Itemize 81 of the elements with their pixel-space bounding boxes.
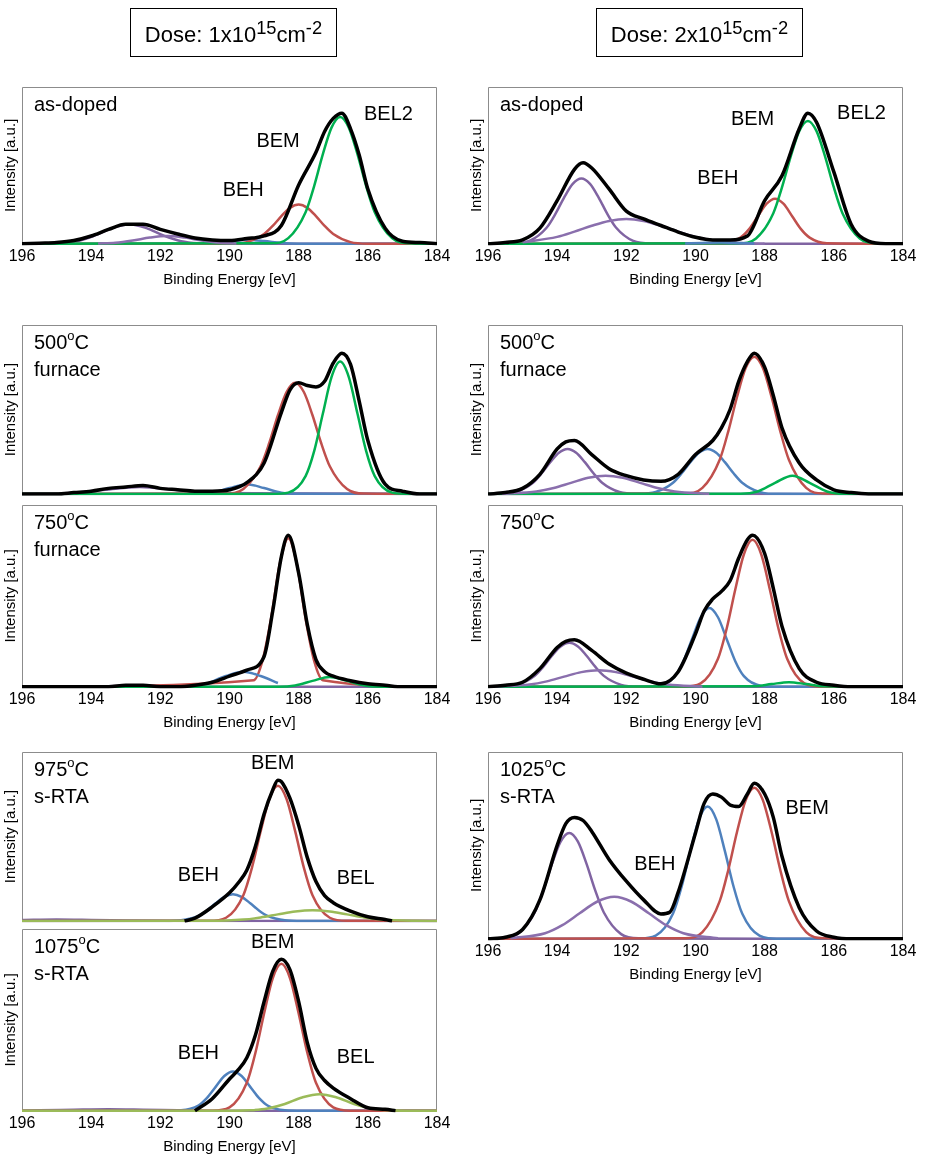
- x-tick-label: 196: [474, 246, 502, 264]
- y-axis-title: Intensity [a.u.]: [467, 798, 485, 893]
- annotation: BEM: [730, 107, 775, 130]
- x-tick-label: 184: [423, 1113, 451, 1131]
- y-axis-title: Intensity [a.u.]: [1, 973, 19, 1067]
- x-tick-label: 186: [354, 689, 382, 707]
- x-tick-label: 188: [751, 689, 779, 707]
- chart-title: Dose: 1x10$^{15}$cm$^{-2}$: [129, 8, 338, 58]
- x-tick-label: 192: [146, 1113, 174, 1131]
- annotation: BEH: [177, 1040, 219, 1063]
- x-tick-label: 194: [77, 246, 105, 264]
- x-tick-label: 184: [889, 246, 917, 264]
- x-tick-label: 186: [820, 246, 848, 264]
- x-tick-label: 194: [543, 941, 571, 959]
- x-tick-label: 196: [8, 246, 36, 264]
- x-tick-label: 188: [751, 941, 779, 959]
- text: BEM: [250, 930, 295, 953]
- y-axis-title: Intensity [a.u.]: [1, 118, 19, 213]
- annotation: as-doped: [34, 92, 118, 115]
- annotation: BEH: [634, 851, 676, 874]
- x-tick-label: 184: [889, 941, 917, 959]
- annotation: BEH: [177, 863, 219, 886]
- x-axis-title: Binding Energy [eV]: [163, 270, 296, 288]
- annotation: furnace: [500, 357, 567, 380]
- annotation: BEH: [697, 165, 739, 188]
- x-tick-label: 190: [216, 689, 243, 707]
- x-axis-title: Binding Energy [eV]: [629, 713, 762, 731]
- x-tick-label: 190: [216, 246, 243, 264]
- x-tick-label: 192: [612, 689, 640, 707]
- x-axis-title: Binding Energy [eV]: [629, 965, 762, 983]
- y-axis-title: Intensity [a.u.]: [467, 362, 485, 457]
- annotation: furnace: [34, 357, 101, 380]
- annotation: s-RTA: [34, 784, 90, 807]
- x-tick-label: 186: [820, 689, 848, 707]
- x-tick-label: 196: [474, 689, 502, 707]
- annotation: BEL: [336, 1045, 375, 1068]
- annotation: as-doped: [500, 92, 584, 115]
- y-axis-title: Intensity [a.u.]: [467, 549, 485, 643]
- chart-title: Dose: 2x10$^{15}$cm$^{-2}$: [595, 8, 804, 58]
- x-axis-title: Binding Energy [eV]: [163, 713, 296, 731]
- x-tick-label: 188: [285, 689, 313, 707]
- x-tick-label: 192: [146, 246, 174, 264]
- x-tick-label: 194: [543, 689, 571, 707]
- annotation: furnace: [34, 537, 101, 560]
- annotation: BEM: [256, 129, 300, 152]
- text: BEM: [250, 750, 295, 773]
- annotation: s-RTA: [34, 961, 90, 984]
- y-axis-title: Intensity [a.u.]: [467, 118, 485, 213]
- x-tick-label: 184: [423, 689, 451, 707]
- x-axis-title: Binding Energy [eV]: [629, 270, 762, 288]
- x-tick-label: 186: [354, 1113, 382, 1131]
- x-tick-label: 194: [543, 246, 571, 264]
- y-axis-title: Intensity [a.u.]: [1, 549, 19, 643]
- annotation: BEH: [222, 177, 264, 200]
- x-tick-label: 192: [612, 246, 640, 264]
- annotation: BEL2: [363, 101, 413, 124]
- annotation: BEL2: [837, 100, 886, 123]
- y-axis-title: Intensity [a.u.]: [1, 789, 19, 884]
- x-tick-label: 186: [354, 246, 382, 264]
- x-tick-label: 188: [751, 246, 779, 264]
- x-tick-label: 190: [682, 689, 709, 707]
- annotation: s-RTA: [500, 784, 556, 807]
- x-tick-label: 188: [285, 246, 313, 264]
- x-tick-label: 192: [146, 689, 174, 707]
- x-tick-label: 186: [820, 941, 848, 959]
- x-tick-label: 190: [682, 246, 709, 264]
- y-axis-title: Intensity [a.u.]: [1, 362, 19, 457]
- annotation: BEM: [785, 795, 829, 818]
- x-tick-label: 194: [77, 1113, 105, 1131]
- x-tick-label: 192: [612, 941, 640, 959]
- x-tick-label: 190: [216, 1113, 243, 1131]
- x-tick-label: 184: [423, 246, 451, 264]
- x-tick-label: 184: [889, 689, 917, 707]
- x-tick-label: 188: [285, 1113, 313, 1131]
- x-tick-label: 196: [474, 941, 502, 959]
- x-tick-label: 194: [77, 689, 105, 707]
- x-tick-label: 196: [8, 1113, 36, 1131]
- x-tick-label: 196: [8, 689, 36, 707]
- x-axis-title: Binding Energy [eV]: [163, 1137, 296, 1155]
- annotation: BEL: [336, 866, 375, 889]
- x-tick-label: 190: [682, 941, 709, 959]
